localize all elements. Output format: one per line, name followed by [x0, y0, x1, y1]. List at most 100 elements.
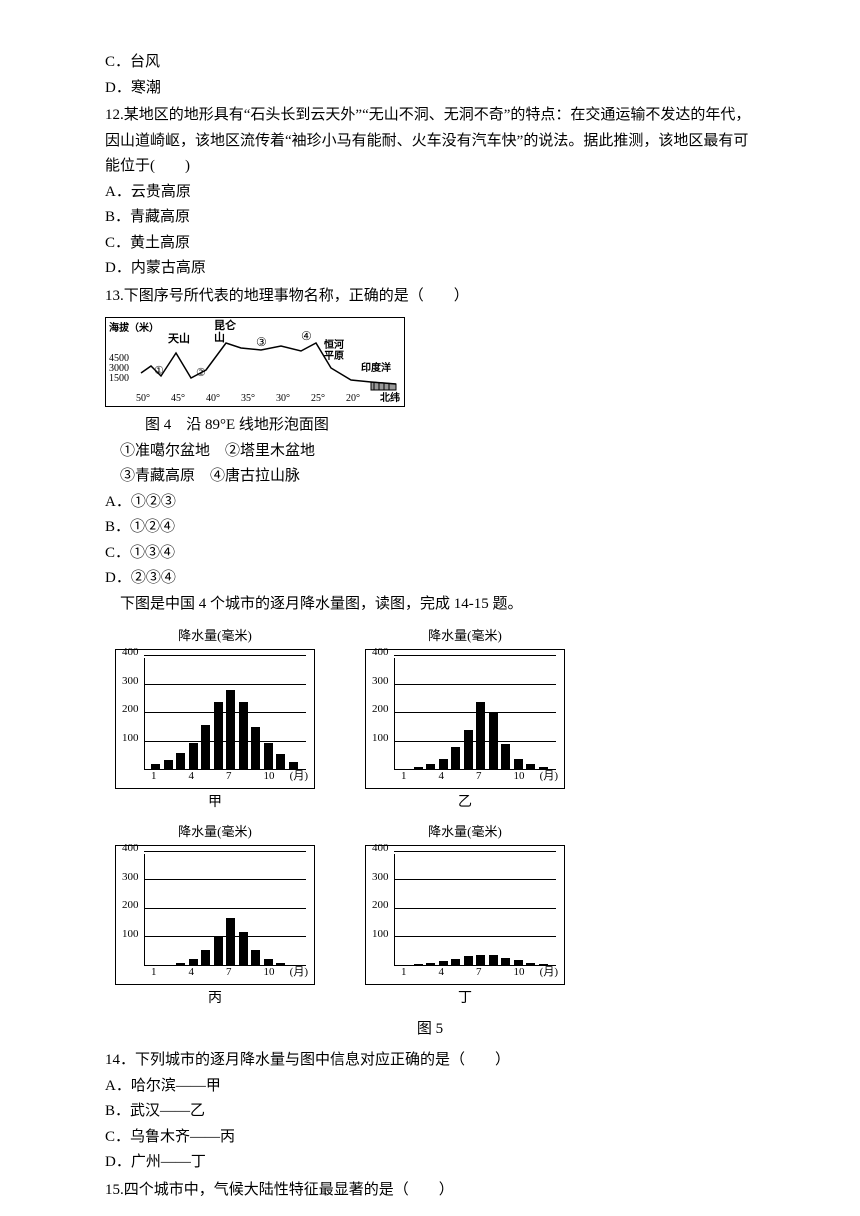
chart-x-tick: 10	[514, 767, 525, 786]
chart-jia-axis-title: 降水量(毫米)	[115, 625, 315, 647]
chart-y-tick: 100	[122, 729, 139, 748]
q14-stem: 14．下列城市的逐月降水量与图中信息对应正确的是（ ）	[105, 1048, 755, 1074]
q13-option-c: C．①③④	[105, 541, 755, 567]
chart-bar	[489, 955, 498, 966]
chart-bar	[176, 963, 185, 966]
chart-x-tick: 7	[476, 963, 482, 982]
chart-bar	[164, 965, 173, 966]
q13-items-1: ①准噶尔盆地 ②塔里木盆地	[105, 439, 755, 465]
q15-stem: 15.四个城市中，气候大陆性特征最显著的是（ ）	[105, 1178, 755, 1204]
chart-y-tick: 100	[372, 925, 389, 944]
profile-x6: 25°	[311, 390, 325, 407]
profile-x-axis-label: 北纬	[380, 390, 400, 407]
q11-option-d: D．寒潮	[105, 76, 755, 102]
profile-x4: 35°	[241, 390, 255, 407]
q12-option-a: A．云贵高原	[105, 180, 755, 206]
chart-bar	[214, 937, 223, 966]
chart-x-unit: (月)	[290, 963, 308, 982]
profile-marker-4: ④	[301, 326, 312, 346]
chart-bar	[426, 963, 435, 966]
chart-jia-label: 甲	[115, 791, 315, 815]
chart-x-tick: 1	[401, 767, 407, 786]
q12-option-d: D．内蒙古高原	[105, 256, 755, 282]
chart-y-tick: 400	[372, 839, 389, 858]
q11-option-c: C．台风	[105, 50, 755, 76]
chart-bar	[276, 963, 285, 966]
chart-bar	[489, 713, 498, 770]
chart-y-tick: 300	[122, 672, 139, 691]
chart-y-tick: 300	[372, 672, 389, 691]
chart-y-tick: 100	[122, 925, 139, 944]
profile-feature-henghe: 恒河平原	[324, 340, 344, 362]
chart-y-tick: 400	[122, 643, 139, 662]
chart-x-tick: 7	[476, 767, 482, 786]
figure-4-caption: 图 4 沿 89°E 线地形泡面图	[105, 413, 755, 439]
chart-x-tick: 10	[264, 963, 275, 982]
q12-stem: 12.某地区的地形具有“石头长到云天外”“无山不洞、无洞不奇”的特点：在交通运输…	[105, 103, 755, 180]
chart-bar	[239, 702, 248, 770]
chart-bing-label: 丙	[115, 987, 315, 1011]
q13-option-a: A．①②③	[105, 490, 755, 516]
chart-y-tick: 100	[372, 729, 389, 748]
chart-bar	[164, 760, 173, 770]
chart-bar	[251, 950, 260, 966]
chart-bar	[214, 702, 223, 770]
chart-bar	[451, 959, 460, 966]
chart-bing: 降水量(毫米) 10020030040014710(月) 丙	[115, 821, 315, 1011]
chart-bar	[476, 702, 485, 770]
chart-bar	[226, 690, 235, 770]
chart-y-tick: 300	[372, 868, 389, 887]
profile-x7: 20°	[346, 390, 360, 407]
chart-bar	[176, 753, 185, 770]
profile-x2: 45°	[171, 390, 185, 407]
chart-x-tick: 1	[151, 963, 157, 982]
q12-option-c: C．黄土高原	[105, 231, 755, 257]
q13-option-d: D．②③④	[105, 566, 755, 592]
profile-marker-1: ①	[154, 362, 164, 381]
chart-bar	[464, 730, 473, 770]
profile-feature-ocean: 印度洋	[361, 360, 391, 377]
chart-bar	[501, 744, 510, 770]
chart-y-tick: 200	[122, 896, 139, 915]
chart-x-unit: (月)	[540, 767, 558, 786]
chart-bar	[276, 754, 285, 770]
q14-option-a: A．哈尔滨——甲	[105, 1074, 755, 1100]
chart-yi-label: 乙	[365, 791, 565, 815]
chart-x-tick: 1	[401, 963, 407, 982]
chart-bar	[414, 964, 423, 966]
chart-y-tick: 300	[122, 868, 139, 887]
q14-option-c: C．乌鲁木齐——丙	[105, 1125, 755, 1151]
chart-bing-axis-title: 降水量(毫米)	[115, 821, 315, 843]
chart-bar	[464, 956, 473, 966]
chart-x-tick: 1	[151, 767, 157, 786]
q13-option-b: B．①②④	[105, 515, 755, 541]
chart-x-tick: 4	[439, 963, 445, 982]
chart-ding: 降水量(毫米) 10020030040014710(月) 丁	[365, 821, 565, 1011]
q14-option-b: B．武汉——乙	[105, 1099, 755, 1125]
profile-feature-tianshan: 天山	[168, 330, 190, 349]
chart-bar	[414, 767, 423, 770]
profile-marker-3: ③	[256, 332, 267, 352]
chart-yi: 降水量(毫米) 10020030040014710(月) 乙	[365, 625, 565, 815]
chart-bar	[226, 918, 235, 966]
intro-14-15: 下图是中国 4 个城市的逐月降水量图，读图，完成 14-15 题。	[105, 592, 755, 618]
chart-ding-axis-title: 降水量(毫米)	[365, 821, 565, 843]
chart-bar	[239, 932, 248, 966]
chart-jia: 降水量(毫米) 10020030040014710(月) 甲	[115, 625, 315, 815]
chart-bar	[264, 743, 273, 770]
chart-row-1: 降水量(毫米) 10020030040014710(月) 甲 降水量(毫米) 1…	[115, 625, 755, 815]
chart-y-tick: 200	[372, 700, 389, 719]
chart-bar	[451, 747, 460, 770]
chart-row-2: 降水量(毫米) 100 200 300 400 1 4 7 10 (月) 丙 降水量(毫米) 1…	[115, 821, 755, 1011]
q13-stem: 13.下图序号所代表的地理事物名称，正确的是（ ）	[105, 284, 755, 310]
profile-x3: 40°	[206, 390, 220, 407]
chart-x-tick: 7	[226, 767, 232, 786]
q13-items-2: ③青藏高原 ④唐古拉山脉	[105, 464, 755, 490]
q14-option-d: D．广州——丁	[105, 1150, 755, 1176]
chart-bar	[501, 958, 510, 966]
chart-y-tick: 200	[122, 700, 139, 719]
profile-marker-2: ②	[196, 364, 206, 383]
chart-bar	[189, 743, 198, 770]
chart-x-tick: 4	[189, 963, 195, 982]
chart-x-unit: (月)	[540, 963, 558, 982]
